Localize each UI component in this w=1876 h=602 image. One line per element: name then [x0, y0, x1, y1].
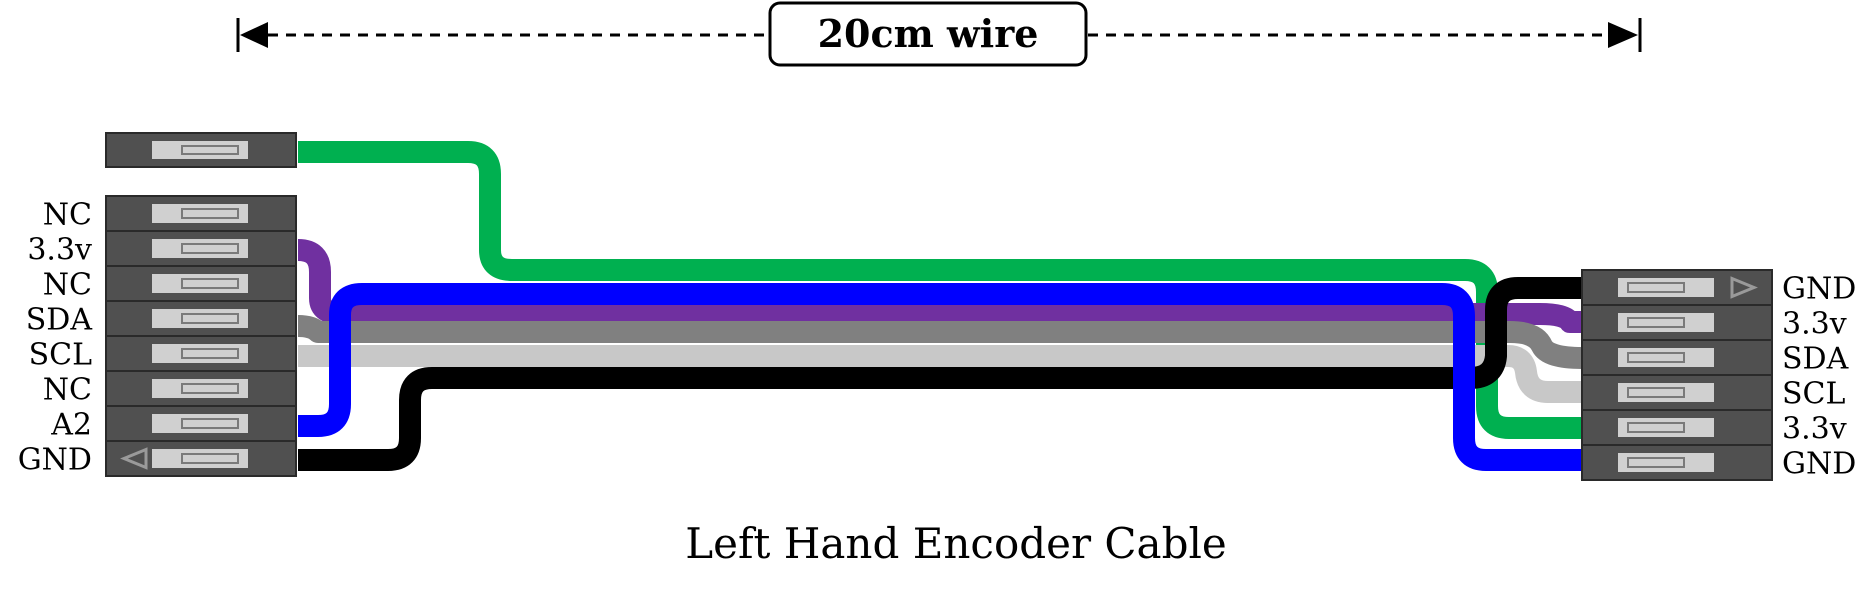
wire-purple — [297, 239, 1582, 333]
pin-contact — [1618, 278, 1714, 297]
pin-contact — [152, 449, 248, 468]
left-pin-8 — [105, 440, 297, 477]
pin-slot — [181, 145, 239, 155]
pin-contact — [152, 344, 248, 363]
pin-contact — [1618, 418, 1714, 437]
right-pin-3 — [1581, 339, 1773, 376]
pin-slot — [181, 383, 239, 394]
right-pin-label: SCL — [1782, 377, 1846, 412]
pin-slot — [1627, 317, 1685, 328]
pin-contact — [1618, 453, 1714, 472]
left-pin-4 — [105, 300, 297, 337]
left-pin-label: SDA — [26, 303, 93, 338]
wire-light-gray — [298, 345, 1582, 403]
pin-slot — [1627, 352, 1685, 363]
left-single-connector — [105, 132, 297, 168]
pin-slot — [181, 418, 239, 429]
pin-contact — [1618, 383, 1714, 402]
pin-slot — [1627, 387, 1685, 398]
left-pin-label: NC — [43, 268, 92, 303]
wires — [297, 141, 1583, 471]
pin-slot — [1627, 282, 1685, 293]
left-pin-label: SCL — [29, 338, 93, 373]
pin-slot — [1627, 422, 1685, 433]
left-pin-label: A2 — [50, 408, 92, 443]
left-pin-label: NC — [43, 198, 92, 233]
pin-slot — [181, 278, 239, 289]
pin-contact — [152, 379, 248, 398]
diagram-caption: Left Hand Encoder Cable — [685, 519, 1227, 568]
left-arrow-icon — [240, 22, 268, 48]
wire-gray — [297, 315, 1583, 369]
wire-length-box — [768, 1, 1088, 67]
wire-length-label: 20cm wire — [818, 11, 1039, 56]
pin1-triangle-icon — [120, 447, 148, 470]
pin-contact — [152, 274, 248, 293]
left-pin-label: GND — [18, 443, 92, 478]
right-pin-1 — [1581, 269, 1773, 306]
pin-contact — [152, 204, 248, 223]
pin-slot — [181, 453, 239, 464]
left-pin-label: 3.3v — [27, 233, 92, 268]
right-pin-2 — [1581, 304, 1773, 341]
left-pin-5 — [105, 335, 297, 372]
left-pin-label: NC — [43, 373, 92, 408]
right-pin-label: 3.3v — [1782, 307, 1847, 342]
pin-slot — [1627, 457, 1685, 468]
right-arrow-icon — [1608, 22, 1638, 48]
right-pin-label: GND — [1782, 447, 1856, 482]
pin-contact — [1618, 313, 1714, 332]
right-pin-4 — [1581, 374, 1773, 411]
right-connector — [1581, 269, 1773, 481]
left-pin-3 — [105, 265, 297, 302]
pin-contact — [152, 414, 248, 433]
right-pin-label: 3.3v — [1782, 412, 1847, 447]
left-connector — [105, 195, 297, 477]
pin-slot — [181, 348, 239, 359]
pin-contact — [1618, 348, 1714, 367]
pin-slot — [181, 313, 239, 324]
wire-blue — [298, 283, 1582, 471]
pin-contact — [152, 141, 248, 159]
pin-contact — [152, 239, 248, 258]
pin1-triangle-icon — [1730, 276, 1758, 299]
wire-green — [298, 141, 1582, 439]
pin-slot — [181, 243, 239, 254]
left-pin-2 — [105, 230, 297, 267]
right-pin-6 — [1581, 444, 1773, 481]
left-single-pin — [105, 132, 297, 168]
right-pin-5 — [1581, 409, 1773, 446]
wire-length-indicator: 20cm wire — [236, 1, 1642, 67]
pin-slot — [181, 208, 239, 219]
left-pin-1 — [105, 195, 297, 232]
right-pin-label: SDA — [1782, 342, 1849, 377]
left-pin-7 — [105, 405, 297, 442]
left-pin-6 — [105, 370, 297, 407]
pin-contact — [152, 309, 248, 328]
right-pin-label: GND — [1782, 272, 1856, 307]
wire-black — [298, 277, 1582, 471]
